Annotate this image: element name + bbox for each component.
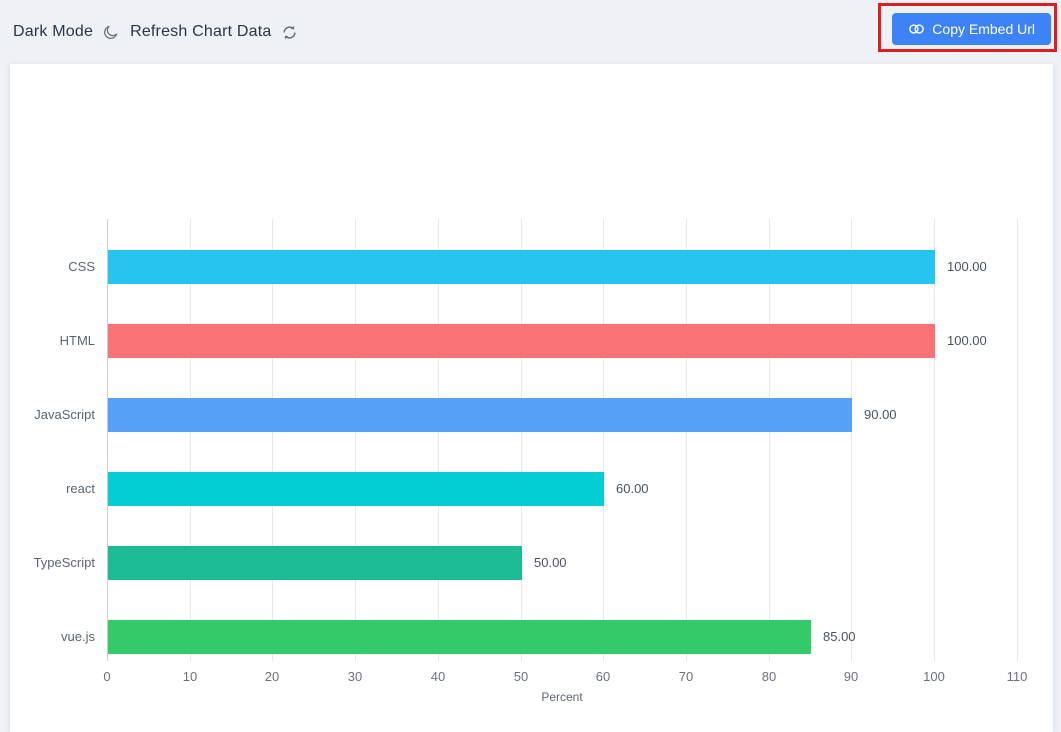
- bar-vue-js: [108, 620, 811, 654]
- value-label-react: 60.00: [616, 481, 649, 496]
- category-label-html: HTML: [59, 333, 95, 348]
- bar-javascript: [108, 398, 852, 432]
- chart-panel: 0 10 20 30 40 50 60 70 80 90 100 110 CSS 100.00 HTML 10…: [10, 64, 1053, 732]
- category-label-javascript: JavaScript: [34, 407, 95, 422]
- category-label-typescript: TypeScript: [33, 555, 95, 570]
- x-tick-label-10: 10: [182, 669, 198, 684]
- x-tick-label-40: 40: [430, 669, 446, 684]
- toolbar: Dark Mode Refresh Chart Data Copy Embed …: [0, 0, 1061, 64]
- copy-embed-url-label: Copy Embed Url: [932, 21, 1035, 37]
- x-tick-label-0: 0: [103, 669, 111, 684]
- bar-html: [108, 324, 935, 358]
- x-tick-label-100: 100: [923, 669, 945, 684]
- bar-chart: 0 10 20 30 40 50 60 70 80 90 100 110 CSS 100.00 HTML 10…: [10, 64, 1053, 732]
- gridline-x-70: [686, 219, 687, 661]
- gridline-x-30: [355, 219, 356, 661]
- value-label-vue-js: 85.00: [823, 629, 856, 644]
- value-label-html: 100.00: [947, 333, 987, 348]
- bar-css: [108, 250, 935, 284]
- y-axis-line: [107, 219, 108, 661]
- gridline-x-10: [190, 219, 191, 661]
- copy-embed-url-button[interactable]: Copy Embed Url: [892, 13, 1051, 45]
- annotation-highlight-box: Copy Embed Url: [878, 3, 1057, 52]
- gridline-x-90: [851, 219, 852, 661]
- x-tick-label-90: 90: [843, 669, 859, 684]
- x-tick-label-70: 70: [678, 669, 694, 684]
- bar-typescript: [108, 546, 522, 580]
- x-tick-label-80: 80: [761, 669, 777, 684]
- refresh-chart-data-label: Refresh Chart Data: [130, 23, 272, 40]
- gridline-x-40: [438, 219, 439, 661]
- value-label-typescript: 50.00: [534, 555, 567, 570]
- gridline-x-110: [1017, 219, 1018, 661]
- x-tick-label-50: 50: [513, 669, 529, 684]
- moon-icon[interactable]: [102, 24, 119, 41]
- x-tick-label-20: 20: [264, 669, 280, 684]
- x-tick-label-110: 110: [1006, 669, 1028, 684]
- bar-react: [108, 472, 604, 506]
- gridline-x-60: [603, 219, 604, 661]
- gridline-x-50: [521, 219, 522, 661]
- chain-link-icon: [908, 22, 925, 36]
- dark-mode-label: Dark Mode: [13, 23, 94, 40]
- category-label-react: react: [66, 481, 95, 496]
- gridline-x-100: [934, 219, 935, 661]
- x-tick-label-30: 30: [347, 669, 363, 684]
- gridline-x-80: [769, 219, 770, 661]
- category-label-vue-js: vue.js: [61, 629, 95, 644]
- x-tick-label-60: 60: [595, 669, 611, 684]
- value-label-javascript: 90.00: [864, 407, 897, 422]
- gridline-x-20: [272, 219, 273, 661]
- category-label-css: CSS: [68, 259, 95, 274]
- x-axis-title: Percent: [541, 690, 583, 704]
- value-label-css: 100.00: [947, 259, 987, 274]
- refresh-icon[interactable]: [281, 24, 298, 41]
